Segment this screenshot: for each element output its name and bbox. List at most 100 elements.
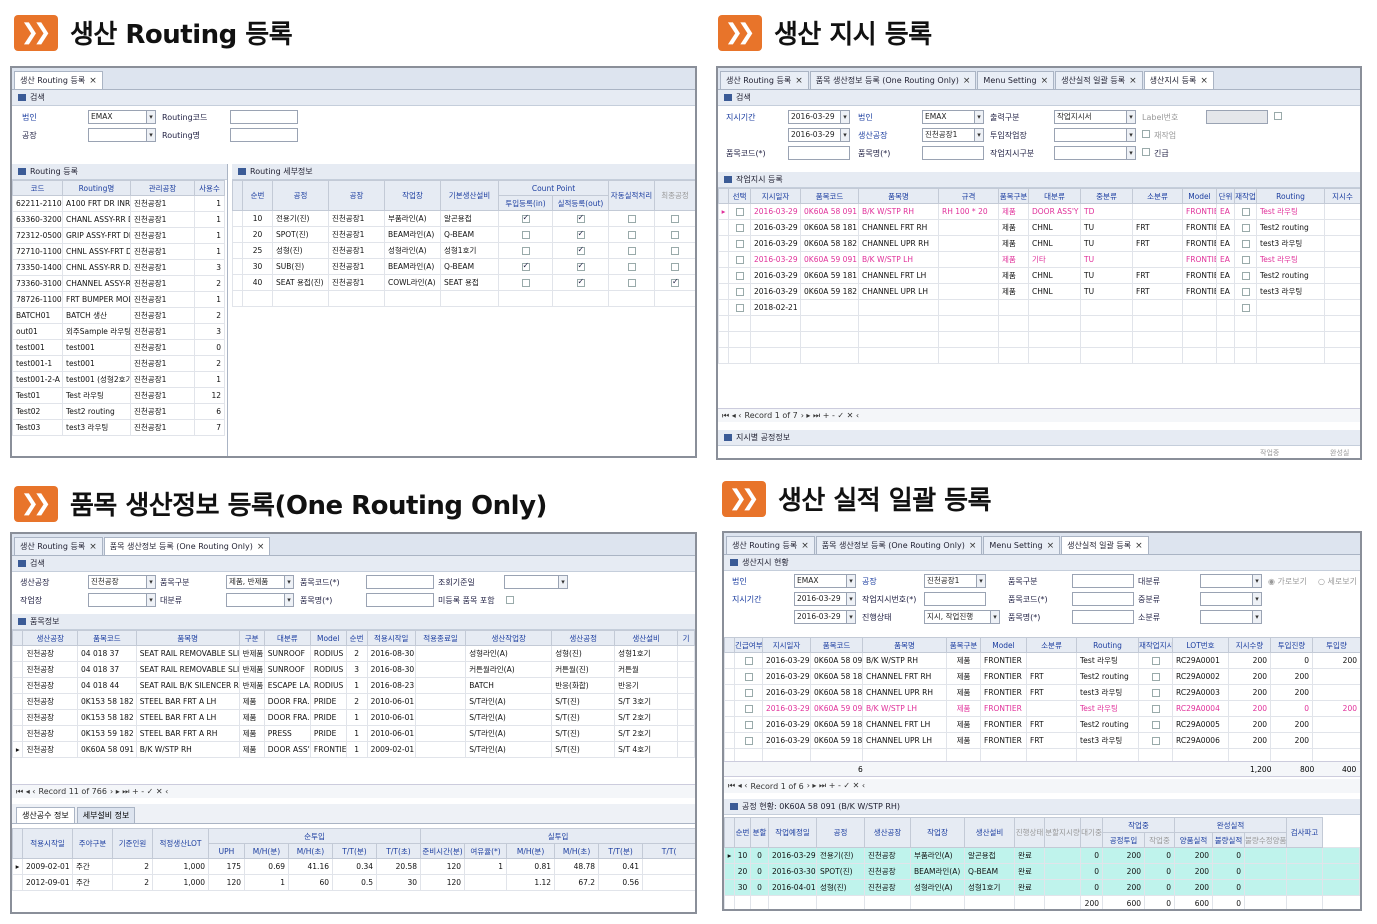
- radio-vertical[interactable]: ○ 세로보기: [1318, 577, 1357, 586]
- select-checkbox[interactable]: [735, 208, 744, 216]
- tab-4[interactable]: 생산지시 등록 ×: [1143, 71, 1214, 89]
- radio-horizontal[interactable]: ◉ 가로보기: [1268, 577, 1307, 586]
- corp-select[interactable]: EMAX: [794, 574, 856, 588]
- factory-select[interactable]: 진천공장1: [922, 128, 984, 142]
- table-row[interactable]: 2016-03-29 0K60A 58 091 B/K W/STP RH 제품 FRON…: [724, 652, 1360, 669]
- table-row[interactable]: 20 SPOT(진) 진천공장1 BEAM라인(A) Q-BEAM: [232, 226, 695, 243]
- table-row[interactable]: 25 성형(진) 진천공장1 성형라인(A) 성형1호기: [232, 242, 695, 259]
- in-checkbox[interactable]: [521, 247, 530, 255]
- tab-1[interactable]: 품목 생산정보 등록 (One Routing Only) ×: [815, 536, 983, 554]
- small-category-select[interactable]: [1200, 610, 1262, 624]
- factory-select[interactable]: 진천공장: [88, 575, 156, 589]
- tab-labor-info[interactable]: 생산공수 정보: [16, 807, 75, 823]
- table-row[interactable]: ▸ 10 0 2016-03-29 전용기(진) 진천공장 부품라인(A) 알곤용접 완료 0 20…: [724, 847, 1360, 864]
- urgent-checkbox[interactable]: [744, 737, 753, 745]
- close-icon[interactable]: ×: [1129, 75, 1137, 86]
- table-row[interactable]: ▸ 진천공장 0K60A 58 091 B/K W/STP RH 제품 DOOR ASS'…: [12, 741, 695, 758]
- rework-checkbox[interactable]: [1151, 689, 1160, 697]
- order-type-select[interactable]: [1054, 146, 1136, 160]
- table-row[interactable]: 10 전용기(진) 진천공장1 부품라인(A) 알곤용접: [232, 210, 695, 227]
- table-row[interactable]: 진천공장 04 018 44 SEAT RAIL B/K SILENCER RR 반제…: [12, 677, 695, 694]
- rework-checkbox[interactable]: [1241, 272, 1250, 280]
- close-icon[interactable]: ×: [89, 541, 97, 552]
- in-checkbox[interactable]: [521, 213, 530, 223]
- plant-select[interactable]: [88, 128, 156, 142]
- item-type-select[interactable]: 제품, 반제품: [226, 575, 294, 589]
- tab-2[interactable]: Menu Setting ×: [977, 71, 1055, 89]
- rework-checkbox[interactable]: [1142, 130, 1150, 138]
- auto-checkbox[interactable]: [627, 215, 636, 223]
- table-row[interactable]: 2016-03-29 0K60A 59 091 B/K W/STP LH 제품 FRON…: [724, 700, 1360, 717]
- table-row[interactable]: 2012-09-01 주간 2 1,000 120 1 60 0.5 30 120 1.12 67.2…: [12, 874, 695, 891]
- tab-1[interactable]: 품목 생산정보 등록 (One Routing Only) ×: [809, 71, 977, 89]
- table-row[interactable]: test001-2-A test001 (성형2호기) 진천공장1 1: [12, 371, 225, 388]
- date-to[interactable]: 2016-03-29: [788, 128, 850, 142]
- date-from[interactable]: 2016-03-29: [788, 110, 850, 124]
- final-checkbox[interactable]: [671, 263, 679, 271]
- tab-2[interactable]: Menu Setting ×: [983, 536, 1061, 554]
- table-row[interactable]: 30 0 2016-04-01 성형(진) 진천공장 성형라인(A) 성형1호기 완료 0 200…: [724, 879, 1360, 896]
- final-checkbox[interactable]: [671, 231, 679, 239]
- rework-checkbox[interactable]: [1151, 673, 1160, 681]
- record-navigator[interactable]: ⏮ ◂ ‹ Record 1 of 6 › ▸ ⏭ + ‐ ✓ ✕ ‹: [724, 779, 1360, 793]
- auto-checkbox[interactable]: [627, 247, 636, 255]
- rework-checkbox[interactable]: [1241, 208, 1250, 216]
- rework-checkbox[interactable]: [1241, 288, 1250, 296]
- tab-routing[interactable]: 생산 Routing 등록 ×: [14, 71, 103, 89]
- in-checkbox[interactable]: [521, 261, 530, 271]
- tab-3[interactable]: 생산실적 일괄 등록 ×: [1055, 71, 1143, 89]
- select-checkbox[interactable]: [735, 240, 744, 248]
- tab-0[interactable]: 생산 Routing 등록 ×: [726, 536, 815, 554]
- workplace-select[interactable]: [88, 593, 156, 607]
- rework-checkbox[interactable]: [1241, 256, 1250, 264]
- rework-checkbox[interactable]: [1151, 737, 1160, 745]
- in-checkbox[interactable]: [521, 231, 530, 239]
- select-checkbox[interactable]: [735, 304, 744, 312]
- category-select[interactable]: [226, 593, 294, 607]
- close-icon[interactable]: ×: [795, 75, 803, 86]
- routing-name-input[interactable]: [230, 128, 298, 142]
- item-code-input[interactable]: [1072, 592, 1134, 606]
- table-row[interactable]: 40 SEAT 용접(진) 진천공장1 COWL라인(A) SEAT 용접: [232, 274, 695, 291]
- out-checkbox[interactable]: [576, 277, 585, 287]
- urgent-checkbox[interactable]: [744, 657, 753, 665]
- tab-equipment-info[interactable]: 세부설비 정보: [76, 807, 136, 823]
- table-row[interactable]: 2016-03-29 0K60A 59 181 CHANNEL FRT LH 제품 FR…: [724, 716, 1360, 733]
- rework-checkbox[interactable]: [1151, 721, 1160, 729]
- basis-date-select[interactable]: [504, 575, 568, 589]
- close-icon[interactable]: ×: [1200, 75, 1208, 86]
- item-code-input[interactable]: [366, 575, 434, 589]
- date-to[interactable]: 2016-03-29: [794, 610, 856, 624]
- close-icon[interactable]: ×: [801, 540, 809, 551]
- table-row[interactable]: 진천공장 04 018 37 SEAT RAIL REMOVABLE SLIDE 반제…: [12, 645, 695, 662]
- item-code-input[interactable]: [788, 146, 850, 160]
- table-row[interactable]: Test03 test3 라우팅 진천공장1 7: [12, 419, 225, 436]
- tab-3[interactable]: 생산실적 일괄 등록 ×: [1061, 536, 1149, 554]
- close-icon[interactable]: ×: [1046, 540, 1055, 551]
- corp-select[interactable]: EMAX: [922, 110, 984, 124]
- item-type-input[interactable]: [1072, 574, 1134, 588]
- order-no-input[interactable]: [924, 592, 986, 606]
- table-row[interactable]: ▸ 2009-02-01 주간 2 1,000 175 0.69 41.16 0.34 20.58…: [12, 858, 695, 875]
- input-workplace-select[interactable]: [1054, 128, 1136, 142]
- table-row[interactable]: 30 SUB(진) 진천공장1 BEAM라인(A) Q-BEAM: [232, 258, 695, 275]
- in-checkbox[interactable]: [521, 279, 530, 287]
- urgent-checkbox[interactable]: [744, 673, 753, 681]
- table-row[interactable]: 2016-03-29 0K60A 58 181 CHANNEL FRT RH 제품 CH…: [718, 219, 1360, 236]
- urgent-checkbox[interactable]: [744, 721, 753, 729]
- close-icon[interactable]: ×: [1040, 75, 1049, 86]
- table-row[interactable]: 진천공장 0K153 58 182 STEEL BAR FRT A LH 제품 DOOR…: [12, 693, 695, 710]
- auto-checkbox[interactable]: [627, 263, 636, 271]
- table-row[interactable]: BATCH01 BATCH 생산 진천공장1 2: [12, 307, 225, 324]
- rework-checkbox[interactable]: [1241, 304, 1250, 312]
- table-row[interactable]: test001-1 test001 진천공장1 2: [12, 355, 225, 372]
- table-row[interactable]: out01 외주Sample 라우팅 진천공장1 3: [12, 323, 225, 340]
- close-icon[interactable]: ×: [962, 75, 971, 86]
- category-select[interactable]: [1200, 574, 1262, 588]
- select-checkbox[interactable]: [735, 256, 744, 264]
